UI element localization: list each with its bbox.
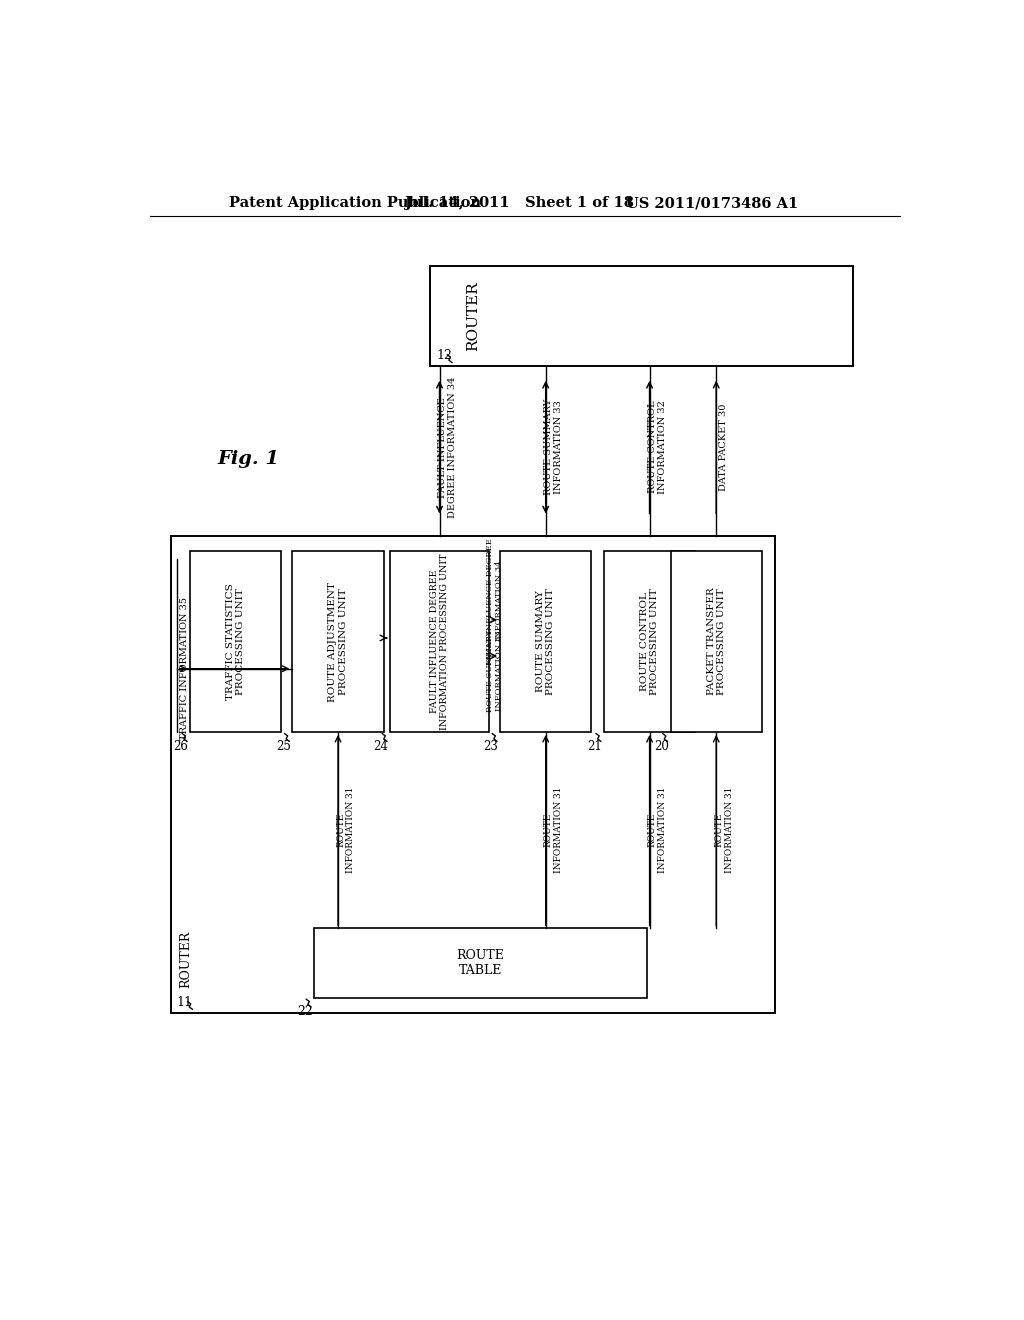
Bar	[314, 928, 647, 998]
Text: ROUTE SUMMARY
INFORMATION 33: ROUTE SUMMARY INFORMATION 33	[544, 399, 563, 495]
Text: 11: 11	[177, 997, 193, 1010]
Text: 26: 26	[174, 739, 188, 752]
Text: ROUTE CONTROL
PROCESSING UNIT: ROUTE CONTROL PROCESSING UNIT	[640, 589, 659, 694]
Text: Patent Application Publication: Patent Application Publication	[228, 197, 480, 210]
Text: ROUTE
INFORMATION 31: ROUTE INFORMATION 31	[715, 787, 733, 874]
Text: ROUTE
TABLE: ROUTE TABLE	[457, 949, 505, 977]
Text: Jul. 14, 2011   Sheet 1 of 18: Jul. 14, 2011 Sheet 1 of 18	[404, 197, 634, 210]
Bar	[604, 552, 695, 733]
Text: 22: 22	[297, 1006, 312, 1019]
Bar	[671, 552, 762, 733]
Text: ROUTE SUMMARY
PROCESSING UNIT: ROUTE SUMMARY PROCESSING UNIT	[536, 589, 555, 694]
Text: PACKET TRANSFER
PROCESSING UNIT: PACKET TRANSFER PROCESSING UNIT	[707, 587, 726, 696]
Text: FAULT INFLUENCE
DEGREE INFORMATION 34: FAULT INFLUENCE DEGREE INFORMATION 34	[437, 376, 457, 517]
Text: 20: 20	[654, 739, 669, 752]
Text: ROUTE CONTROL
INFORMATION 32: ROUTE CONTROL INFORMATION 32	[647, 400, 667, 494]
Text: ROUTE ADJUSTMENT
PROCESSING UNIT: ROUTE ADJUSTMENT PROCESSING UNIT	[329, 582, 348, 701]
Text: 21: 21	[588, 739, 602, 752]
Bar	[500, 552, 592, 733]
Bar	[190, 552, 282, 733]
Text: TRAFFIC INFORMATION 35: TRAFFIC INFORMATION 35	[180, 597, 189, 741]
Text: 12: 12	[436, 350, 453, 363]
Text: ROUTER: ROUTER	[466, 281, 480, 351]
Text: ROUTER: ROUTER	[179, 931, 193, 987]
Text: Fig. 1: Fig. 1	[217, 450, 280, 467]
Bar	[171, 536, 775, 1014]
Text: DATA PACKET 30: DATA PACKET 30	[720, 404, 728, 491]
Text: FAULT INFLUENCE DEGREE
INFORMATION PROCESSING UNIT: FAULT INFLUENCE DEGREE INFORMATION PROCE…	[430, 553, 450, 730]
Text: 23: 23	[483, 739, 499, 752]
Text: TRAFFIC STATISTICS
PROCESSING UNIT: TRAFFIC STATISTICS PROCESSING UNIT	[226, 583, 246, 700]
Bar	[430, 267, 853, 367]
Text: FAULT INFLUENCE DEGREE
INFORMATION 34: FAULT INFLUENCE DEGREE INFORMATION 34	[486, 537, 503, 664]
Text: US 2011/0173486 A1: US 2011/0173486 A1	[626, 197, 798, 210]
Bar	[390, 552, 489, 733]
Text: 24: 24	[374, 739, 388, 752]
Text: ROUTE
INFORMATION 31: ROUTE INFORMATION 31	[544, 787, 563, 874]
Text: 25: 25	[275, 739, 291, 752]
Text: ROUTE SUMMARY
INFORMATION 33: ROUTE SUMMARY INFORMATION 33	[486, 630, 503, 711]
Bar	[292, 552, 384, 733]
Text: ROUTE
INFORMATION 31: ROUTE INFORMATION 31	[336, 787, 355, 874]
Text: ROUTE
INFORMATION 31: ROUTE INFORMATION 31	[647, 787, 667, 874]
